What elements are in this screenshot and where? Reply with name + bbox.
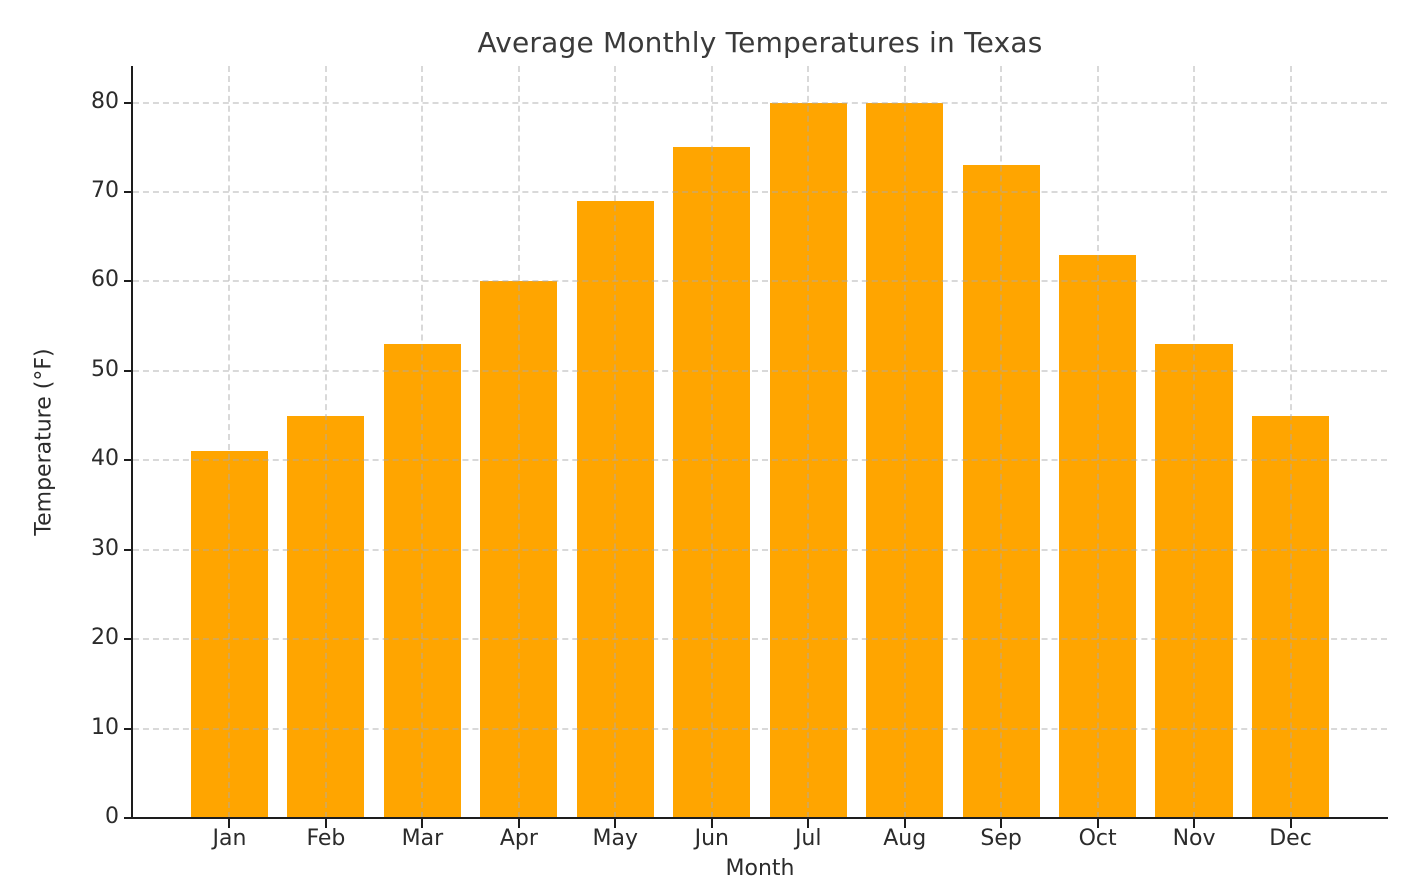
y-axis-label: Temperature (°F) <box>31 348 57 536</box>
bar-nov <box>1155 344 1233 818</box>
y-tick-70 <box>124 191 133 194</box>
x-tick-label-jul: Jul <box>794 826 822 851</box>
bar-aug <box>866 102 944 818</box>
gridline-y-60 <box>133 280 1387 283</box>
bar-dec <box>1251 415 1330 818</box>
x-tick-feb <box>324 819 327 828</box>
gridline-y-80 <box>133 101 1387 104</box>
bar-oct <box>1059 254 1137 818</box>
x-axis-spine <box>131 817 1388 819</box>
bar-feb <box>287 415 365 818</box>
x-tick-mar <box>421 819 424 828</box>
x-tick-label-oct: Oct <box>1078 826 1117 851</box>
x-tick-sep <box>1000 819 1003 828</box>
x-tick-label-sep: Sep <box>980 826 1022 851</box>
x-tick-label-jun: Jun <box>694 826 729 851</box>
y-tick-30 <box>124 548 133 551</box>
gridline-y-70 <box>133 191 1387 194</box>
y-tick-80 <box>124 101 133 104</box>
bar-jul <box>769 102 847 818</box>
bar-jan <box>190 451 269 818</box>
bar-mar <box>383 344 461 818</box>
x-tick-label-jan: Jan <box>212 826 247 851</box>
x-tick-jul <box>807 819 810 828</box>
y-axis-spine <box>131 66 133 819</box>
y-tick-label-20: 20 <box>91 625 119 651</box>
y-tick-label-70: 70 <box>91 178 119 204</box>
y-tick-50 <box>124 369 133 372</box>
x-tick-apr <box>517 819 520 828</box>
y-tick-0 <box>124 817 133 819</box>
x-axis-label: Month <box>725 856 795 881</box>
x-tick-label-aug: Aug <box>883 826 927 851</box>
y-tick-40 <box>124 459 133 462</box>
x-tick-label-feb: Feb <box>306 826 346 851</box>
y-tick-label-40: 40 <box>91 446 119 472</box>
bar-may <box>576 201 654 818</box>
y-tick-60 <box>124 280 133 283</box>
x-tick-jun <box>710 819 713 828</box>
bar-jun <box>673 147 751 818</box>
y-tick-label-30: 30 <box>91 535 119 561</box>
x-tick-dec <box>1289 819 1292 828</box>
chart-title: Average Monthly Temperatures in Texas <box>477 26 1043 59</box>
y-tick-label-80: 80 <box>91 88 119 114</box>
bar-sep <box>962 165 1040 818</box>
bar-apr <box>480 281 558 818</box>
x-tick-nov <box>1193 819 1196 828</box>
x-tick-label-may: May <box>592 826 639 851</box>
x-tick-label-dec: Dec <box>1269 826 1312 851</box>
x-tick-label-nov: Nov <box>1172 826 1216 851</box>
x-tick-label-apr: Apr <box>499 826 538 851</box>
x-tick-aug <box>903 819 906 828</box>
x-tick-label-mar: Mar <box>401 826 444 851</box>
y-tick-label-50: 50 <box>91 356 119 382</box>
y-tick-label-0: 0 <box>105 804 119 829</box>
y-tick-20 <box>124 638 133 641</box>
x-tick-may <box>614 819 617 828</box>
y-tick-label-10: 10 <box>91 714 119 740</box>
x-tick-oct <box>1096 819 1099 828</box>
x-tick-jan <box>228 819 231 828</box>
y-tick-label-60: 60 <box>91 267 119 293</box>
y-tick-10 <box>124 727 133 730</box>
